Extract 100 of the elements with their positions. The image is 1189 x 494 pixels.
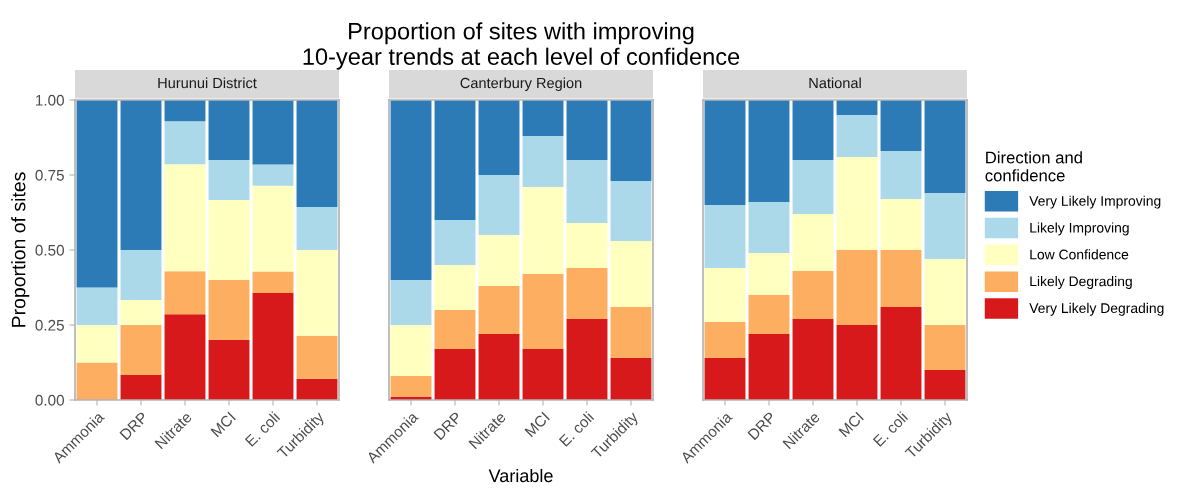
- bar: [390, 100, 432, 280]
- bar: [880, 199, 922, 250]
- bar: [208, 160, 250, 200]
- bar: [478, 334, 520, 400]
- bar: [566, 319, 608, 400]
- bar: [836, 115, 878, 157]
- bar: [120, 375, 162, 400]
- bar: [792, 319, 834, 400]
- bar: [434, 100, 476, 220]
- y-tick-label: 0.00: [35, 394, 64, 406]
- bar: [792, 100, 834, 160]
- bar: [296, 100, 338, 208]
- bar: [252, 271, 294, 293]
- y-axis-title: Proportion of sites: [11, 172, 30, 327]
- bar: [478, 286, 520, 334]
- bar: [434, 310, 476, 349]
- bar: [252, 292, 294, 400]
- bar: [610, 181, 652, 241]
- bar: [252, 164, 294, 186]
- bar: [924, 259, 966, 325]
- legend-label: Low Confidence: [1030, 249, 1129, 260]
- bar: [522, 136, 564, 187]
- bar: [748, 334, 790, 400]
- bar: [792, 271, 834, 319]
- bar: [434, 220, 476, 265]
- bar: [120, 250, 162, 301]
- bar: [296, 335, 338, 379]
- bar: [478, 235, 520, 286]
- bar: [164, 100, 206, 122]
- bar: [792, 160, 834, 214]
- bar: [522, 349, 564, 400]
- bar: [120, 100, 162, 250]
- bar: [610, 241, 652, 307]
- bar: [610, 307, 652, 358]
- bar: [478, 175, 520, 235]
- bar: [880, 100, 922, 151]
- bar: [792, 214, 834, 271]
- bar: [610, 100, 652, 181]
- bar: [704, 100, 746, 205]
- bar: [76, 287, 118, 325]
- bar: [566, 100, 608, 160]
- bar: [880, 307, 922, 400]
- bar: [566, 160, 608, 223]
- bar: [76, 362, 118, 400]
- bar: [390, 280, 432, 325]
- bar: [296, 378, 338, 400]
- bar: [252, 185, 294, 272]
- bar: [76, 325, 118, 363]
- bar: [76, 100, 118, 288]
- x-tick-label: MCI: [524, 411, 550, 438]
- bar: [434, 265, 476, 310]
- bar: [748, 253, 790, 295]
- bar: [208, 340, 250, 400]
- y-tick-label: 0.75: [35, 169, 64, 181]
- bar: [296, 207, 338, 250]
- legend-title: Direction and confidence: [985, 151, 1082, 182]
- bar: [390, 325, 432, 376]
- bar: [164, 314, 206, 400]
- bar: [522, 100, 564, 136]
- bar: [522, 274, 564, 349]
- bar: [704, 358, 746, 400]
- bar: [924, 193, 966, 259]
- bar: [296, 250, 338, 336]
- bar: [390, 376, 432, 397]
- bar: [566, 268, 608, 319]
- bar: [880, 250, 922, 307]
- bar: [748, 202, 790, 253]
- bar: [164, 121, 206, 165]
- bar: [924, 325, 966, 370]
- bar: [164, 164, 206, 272]
- bar: [522, 187, 564, 274]
- y-tick-label: 0.25: [35, 319, 64, 331]
- legend-label: Likely Improving: [1030, 222, 1129, 236]
- y-tick-label: 0.50: [35, 244, 64, 256]
- bar: [610, 358, 652, 400]
- bar: [748, 295, 790, 334]
- bar: [434, 349, 476, 400]
- bar: [208, 100, 250, 160]
- bar: [836, 157, 878, 250]
- legend-label: Very Likely Degrading: [1029, 302, 1164, 316]
- bar: [164, 271, 206, 315]
- bar: [836, 250, 878, 325]
- bar: [880, 151, 922, 199]
- bar: [704, 205, 746, 268]
- bar: [748, 100, 790, 202]
- legend-label: Likely Degrading: [1030, 276, 1132, 289]
- bar: [120, 325, 162, 376]
- bar: [924, 100, 966, 193]
- bar: [478, 100, 520, 175]
- chart-title: Canterbury Region: [460, 77, 582, 92]
- bar: [208, 199, 250, 280]
- x-tick-label: MCI: [838, 411, 864, 438]
- x-tick-label: MCI: [210, 411, 236, 438]
- bar: [924, 370, 966, 400]
- x-axis-title: Variable: [488, 468, 553, 483]
- bar: [208, 280, 250, 340]
- bar: [836, 325, 878, 400]
- bar: [252, 100, 294, 165]
- y-tick-label: 1.00: [36, 94, 64, 106]
- bar: [120, 300, 162, 325]
